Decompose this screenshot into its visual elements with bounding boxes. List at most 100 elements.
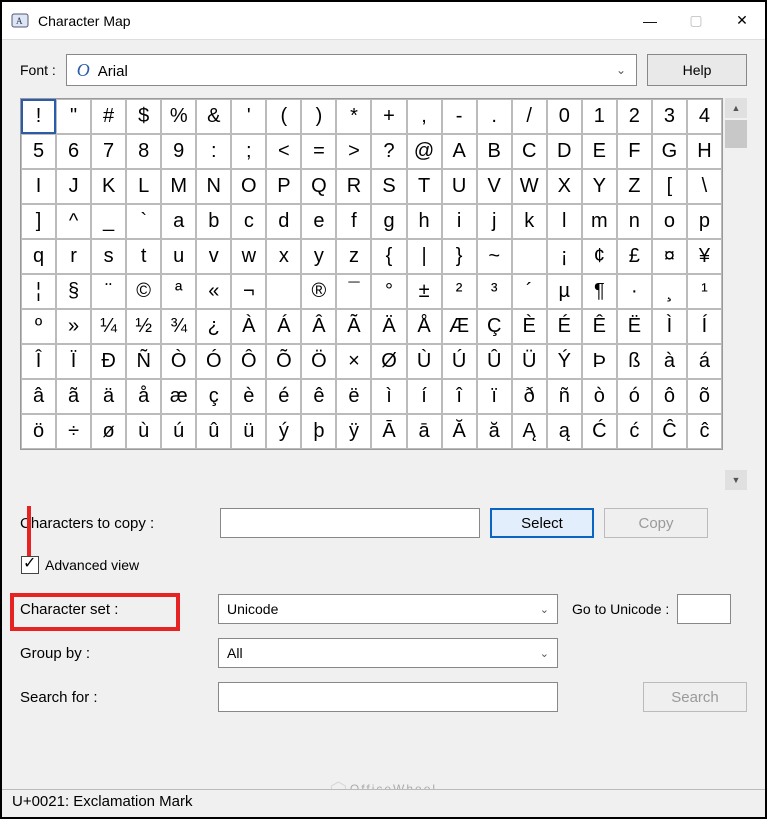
char-cell[interactable]: 5 (21, 134, 56, 169)
char-cell[interactable]: õ (687, 379, 722, 414)
char-cell[interactable]: « (196, 274, 231, 309)
char-cell[interactable]: I (21, 169, 56, 204)
char-cell[interactable]: F (617, 134, 652, 169)
char-cell[interactable]: î (442, 379, 477, 414)
char-cell[interactable]: Å (407, 309, 442, 344)
char-cell[interactable]: N (196, 169, 231, 204)
char-cell[interactable]: ï (477, 379, 512, 414)
grid-scrollbar[interactable]: ▲ ▼ (725, 98, 747, 490)
char-cell[interactable]: ¾ (161, 309, 196, 344)
char-cell[interactable]: ` (126, 204, 161, 239)
characters-to-copy-input[interactable] (220, 508, 480, 538)
char-cell[interactable]: k (512, 204, 547, 239)
char-cell[interactable]: Æ (442, 309, 477, 344)
char-cell[interactable]: q (21, 239, 56, 274)
char-cell[interactable]: 3 (652, 99, 687, 134)
char-cell[interactable]: Á (266, 309, 301, 344)
char-cell[interactable]: C (512, 134, 547, 169)
char-cell[interactable]: X (547, 169, 582, 204)
char-cell[interactable]: í (407, 379, 442, 414)
char-cell[interactable]: u (161, 239, 196, 274)
char-cell[interactable]: û (196, 414, 231, 449)
char-cell[interactable]: ´ (512, 274, 547, 309)
char-cell[interactable]: ( (266, 99, 301, 134)
char-cell[interactable]: Ù (407, 344, 442, 379)
char-cell[interactable]: M (161, 169, 196, 204)
char-cell[interactable]: @ (407, 134, 442, 169)
char-cell[interactable]: z (336, 239, 371, 274)
char-cell[interactable]: P (266, 169, 301, 204)
char-cell[interactable]: ð (512, 379, 547, 414)
char-cell[interactable]: é (266, 379, 301, 414)
char-cell[interactable]: þ (301, 414, 336, 449)
char-cell[interactable]: â (21, 379, 56, 414)
char-cell[interactable]: _ (91, 204, 126, 239)
char-cell[interactable]: Q (301, 169, 336, 204)
char-cell[interactable]: ß (617, 344, 652, 379)
char-cell[interactable]: » (56, 309, 91, 344)
close-button[interactable]: ✕ (719, 2, 765, 40)
char-cell[interactable]: ¯ (336, 274, 371, 309)
char-cell[interactable]: A (442, 134, 477, 169)
char-cell[interactable]: ³ (477, 274, 512, 309)
char-cell[interactable]: : (196, 134, 231, 169)
char-cell[interactable]: · (617, 274, 652, 309)
char-cell[interactable]: È (512, 309, 547, 344)
char-cell[interactable]: Õ (266, 344, 301, 379)
char-cell[interactable]: ì (371, 379, 406, 414)
char-cell[interactable]: & (196, 99, 231, 134)
char-cell[interactable]: ć (617, 414, 652, 449)
char-cell[interactable]: G (652, 134, 687, 169)
char-cell[interactable]: Y (582, 169, 617, 204)
char-cell[interactable]: Ñ (126, 344, 161, 379)
char-cell[interactable]: - (442, 99, 477, 134)
char-cell[interactable]: R (336, 169, 371, 204)
char-cell[interactable]: Ă (442, 414, 477, 449)
char-cell[interactable]: ª (161, 274, 196, 309)
char-cell[interactable]: ¨ (91, 274, 126, 309)
char-cell[interactable]: # (91, 99, 126, 134)
char-cell[interactable]: / (512, 99, 547, 134)
select-button[interactable]: Select (490, 508, 594, 538)
char-cell[interactable]: ¼ (91, 309, 126, 344)
char-cell[interactable]: µ (547, 274, 582, 309)
char-cell[interactable]: Ą (512, 414, 547, 449)
char-cell[interactable]: 7 (91, 134, 126, 169)
char-cell[interactable]: ý (266, 414, 301, 449)
char-cell[interactable]: = (301, 134, 336, 169)
char-cell[interactable]: * (336, 99, 371, 134)
char-cell[interactable]: ¡ (547, 239, 582, 274)
char-cell[interactable]: 0 (547, 99, 582, 134)
char-cell[interactable]: ' (231, 99, 266, 134)
char-cell[interactable]: ® (301, 274, 336, 309)
char-cell[interactable]: r (56, 239, 91, 274)
char-cell[interactable]: à (652, 344, 687, 379)
char-cell[interactable]: Ú (442, 344, 477, 379)
char-cell[interactable]: ô (652, 379, 687, 414)
groupby-dropdown[interactable]: All ⌄ (218, 638, 558, 668)
char-cell[interactable]: e (301, 204, 336, 239)
char-cell[interactable]: w (231, 239, 266, 274)
char-cell[interactable]: ã (56, 379, 91, 414)
char-cell[interactable]: y (301, 239, 336, 274)
char-cell[interactable]: è (231, 379, 266, 414)
char-cell[interactable]: , (407, 99, 442, 134)
char-cell[interactable]: Ó (196, 344, 231, 379)
char-cell[interactable]: ¹ (687, 274, 722, 309)
char-cell[interactable]: f (336, 204, 371, 239)
char-cell[interactable]: v (196, 239, 231, 274)
char-cell[interactable]: x (266, 239, 301, 274)
search-input[interactable] (218, 682, 558, 712)
char-cell[interactable]: U (442, 169, 477, 204)
char-cell[interactable]: ! (21, 99, 56, 134)
char-cell[interactable]: D (547, 134, 582, 169)
char-cell[interactable]: + (371, 99, 406, 134)
char-cell[interactable]: \ (687, 169, 722, 204)
char-cell[interactable]: " (56, 99, 91, 134)
char-cell[interactable]: ; (231, 134, 266, 169)
char-cell[interactable]: < (266, 134, 301, 169)
char-cell[interactable]: ° (371, 274, 406, 309)
char-cell[interactable]: § (56, 274, 91, 309)
char-cell[interactable]: b (196, 204, 231, 239)
char-cell[interactable]: | (407, 239, 442, 274)
